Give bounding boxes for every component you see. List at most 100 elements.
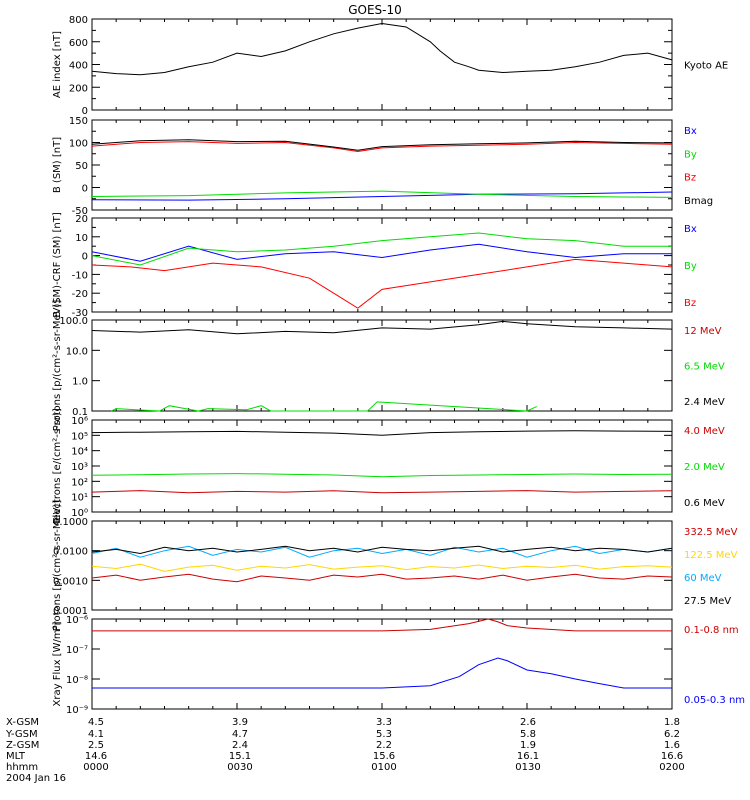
legend-label: Bx — [684, 224, 697, 235]
legend-label: Kyoto AE — [684, 61, 728, 72]
y-axis-label: Xray Flux [W/m²] — [52, 621, 63, 706]
bottom-tick-value: 2.2 — [376, 740, 392, 751]
legend-label: 332.5 MeV — [684, 527, 738, 538]
y-tick-label: 10⁴ — [71, 447, 88, 458]
y-tick-label: 10¹ — [71, 493, 88, 504]
y-tick-label: 0 — [82, 252, 88, 263]
bottom-tick-value: 5.8 — [520, 729, 536, 740]
panel-frame — [91, 618, 673, 710]
series-line-4-0-mev — [91, 490, 673, 494]
bottom-tick-value: 0100 — [371, 762, 396, 773]
y-tick-label: 10⁻⁸ — [66, 675, 88, 686]
y-tick-label: 10⁻⁹ — [66, 705, 88, 716]
bottom-tick-value: 16.6 — [661, 751, 683, 762]
y-tick-label: 10 — [75, 233, 88, 244]
chart-title: GOES-10 — [348, 3, 402, 17]
row-label: X-GSM — [6, 717, 39, 728]
y-tick-label: -30 — [72, 308, 88, 319]
y-tick-label: 10³ — [71, 462, 88, 473]
legend-label: 60 MeV — [684, 573, 722, 584]
y-tick-label: 10⁵ — [71, 431, 88, 442]
date-label: 2004 Jan 16 — [6, 773, 66, 784]
series-line-kyoto-ae — [91, 22, 673, 76]
legend-label: 0.6 MeV — [684, 498, 725, 509]
y-axis-label: B (SM)-CRF (SM) [nT] — [52, 212, 63, 318]
panel-3: -30 -20 -10 0 10 20 B (SM)-CRF (SM) [nT] Bx By Bz — [52, 212, 697, 319]
legend-label: 4.0 MeV — [684, 426, 725, 437]
legend-label: By — [684, 261, 697, 272]
legend-label: By — [684, 149, 697, 160]
y-tick-label: 0.0001 — [53, 606, 88, 617]
series-line-2-4-mev — [91, 320, 673, 335]
y-axis-label: AE index [nT] — [52, 31, 63, 98]
legend-label: 6.5 MeV — [684, 362, 725, 373]
y-tick-label: 10⁻⁷ — [66, 645, 88, 656]
series-line-0-6-mev — [91, 430, 673, 436]
y-tick-label: 10.0 — [66, 346, 88, 357]
y-tick-label: 0.0100 — [53, 547, 88, 558]
y-tick-label: 1.0 — [72, 377, 88, 388]
legend-label: Bx — [684, 126, 697, 137]
series-line-by — [91, 232, 672, 266]
legend-label: 0.05-0.3 nm — [684, 695, 745, 706]
panel-2: -50 0 50 100 150 B (SM) [nT] Bx By Bz Bmag — [52, 116, 713, 217]
y-tick-label: 0.1 — [72, 407, 88, 418]
y-tick-label: 50 — [75, 161, 88, 172]
bottom-tick-value: 16.1 — [517, 751, 539, 762]
y-tick-label: -50 — [72, 206, 88, 217]
bottom-tick-value: 6.2 — [664, 729, 680, 740]
panel-frame — [91, 319, 673, 412]
y-tick-label: 100.0 — [59, 316, 88, 327]
series-line-0-05-0-3-nm — [92, 657, 672, 689]
legend-label: Bmag — [684, 196, 713, 207]
bottom-tick-value: 1.8 — [664, 717, 680, 728]
bottom-tick-value: 0130 — [515, 762, 540, 773]
row-label: hhmm — [6, 762, 38, 773]
panel-frame — [91, 419, 673, 513]
y-axis-label: Protons [p/(cm²-s-sr-MeV)] — [52, 500, 63, 632]
y-axis-label: B (SM) [nT] — [52, 137, 63, 193]
panel-5: 10⁰ 10¹ 10² 10³ 10⁴ 10⁵ 10⁶ Electrons [e/(cm²-s… — [52, 408, 725, 524]
y-tick-label: 150 — [69, 116, 88, 127]
y-tick-label: 0 — [82, 106, 88, 117]
y-tick-label: 20 — [75, 214, 88, 225]
bottom-tick-value: 4.7 — [232, 729, 248, 740]
bottom-tick-value: 5.3 — [376, 729, 392, 740]
series-line-bz — [91, 258, 673, 309]
legend-label: 12 MeV — [684, 326, 722, 337]
y-tick-label: 10⁰ — [71, 508, 88, 519]
series-line-bz — [91, 141, 673, 153]
series-line-bmag — [91, 139, 673, 151]
y-tick-label: 10² — [71, 477, 88, 488]
series-line-bx — [91, 191, 673, 201]
bottom-tick-value: 1.9 — [520, 740, 536, 751]
y-tick-label: 200 — [69, 83, 88, 94]
y-tick-label: 600 — [69, 38, 88, 49]
panel-1: 0 200 400 600 800 AE index [nT] Kyoto AE — [52, 15, 728, 117]
legend-label: 122.5 MeV — [684, 550, 738, 561]
y-tick-label: -20 — [72, 289, 88, 300]
legend-label: Bz — [684, 298, 696, 309]
bottom-tick-value: 3.3 — [376, 717, 392, 728]
y-tick-label: 400 — [69, 61, 88, 72]
series-line-332-5-mev — [91, 573, 673, 583]
y-tick-label: 100 — [69, 139, 88, 150]
bottom-tick-value: 1.6 — [664, 740, 680, 751]
bottom-tick-value: 4.5 — [88, 717, 104, 728]
legend-label: 2.0 MeV — [684, 462, 725, 473]
series-line-by — [91, 190, 673, 198]
bottom-tick-value: 0030 — [227, 762, 252, 773]
legend-label: 2.4 MeV — [684, 397, 725, 408]
row-label: Y-GSM — [5, 729, 38, 740]
bottom-tick-value: 14.6 — [85, 751, 107, 762]
row-label: Z-GSM — [6, 740, 39, 751]
y-tick-label: -10 — [72, 270, 88, 281]
bottom-tick-value: 4.1 — [88, 729, 104, 740]
bottom-tick-value: 15.1 — [229, 751, 251, 762]
